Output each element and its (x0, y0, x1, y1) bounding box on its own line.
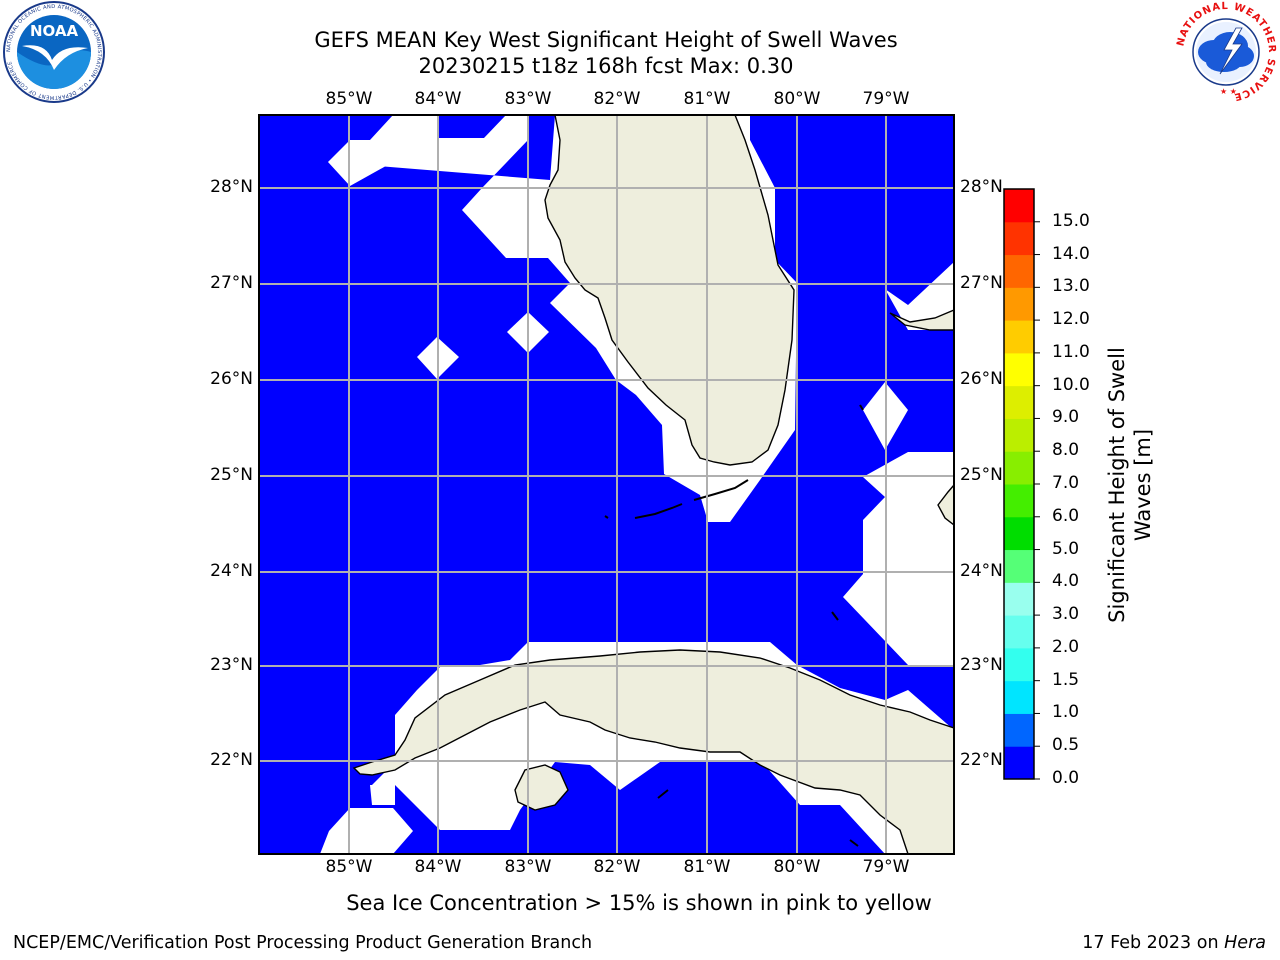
colorbar (1003, 188, 1040, 780)
colorbar-tick-label: 7.0 (1052, 473, 1080, 493)
lon-label-top: 82°W (593, 89, 641, 109)
lon-label-top: 85°W (325, 89, 373, 109)
colorbar-segment (1004, 320, 1034, 354)
colorbar-tick-label: 13.0 (1052, 276, 1090, 297)
colorbar-segment (1004, 254, 1034, 288)
map-subtitle: 20230215 t18z 168h fcst Max: 0.30 (418, 54, 794, 78)
florida-keys (604, 404, 864, 847)
colorbar-segment (1004, 352, 1034, 387)
colorbar-segment (1004, 713, 1034, 747)
colorbar-segment (1004, 418, 1034, 452)
bahamas-andros (937, 483, 954, 526)
footer-credit: NCEP/EMC/Verification Post Processing Pr… (13, 933, 593, 953)
colorbar-segment (1004, 287, 1034, 321)
lat-label-right: 28°N (960, 177, 1003, 197)
colorbar-tick-label: 10.0 (1052, 374, 1090, 395)
noaa-logo-icon: NATIONAL OCEANIC AND ATMOSPHERIC ADMINIS… (3, 1, 105, 103)
lon-label-bottom: 79°W (862, 857, 910, 877)
lat-label-left: 24°N (210, 561, 253, 581)
svg-text:NOAA: NOAA (30, 22, 79, 40)
colorbar-tick-label: 1.5 (1052, 669, 1080, 690)
colorbar-tick-label: 2.0 (1052, 636, 1080, 657)
colorbar-segment (1004, 549, 1034, 583)
colorbar-segment (1004, 746, 1034, 780)
lat-label-left: 22°N (210, 750, 253, 770)
colorbar-tick-label: 6.0 (1052, 505, 1080, 526)
colorbar-segment (1004, 189, 1034, 223)
svg-text:★ ★: ★ ★ (1220, 87, 1237, 96)
lon-label-top: 80°W (773, 89, 821, 109)
lat-label-right: 27°N (960, 273, 1003, 293)
lon-label-bottom: 82°W (593, 857, 641, 877)
colorbar-tick-label: 3.0 (1052, 604, 1080, 625)
sea-ice-note: Sea Ice Concentration > 15% is shown in … (346, 891, 932, 915)
lat-label-left: 25°N (210, 465, 253, 485)
colorbar-segment (1004, 451, 1034, 485)
colorbar-segment (1004, 484, 1034, 518)
lon-label-bottom: 80°W (773, 857, 821, 877)
nws-logo-icon: NATIONAL WEATHER SERVICE ★ ★ (1175, 1, 1276, 102)
lon-label-bottom: 84°W (414, 857, 462, 877)
lat-label-right: 25°N (960, 465, 1003, 485)
colorbar-tick-label: 0.5 (1052, 735, 1080, 756)
lat-label-right: 23°N (960, 655, 1003, 675)
colorbar-tick-label: 4.0 (1052, 571, 1080, 592)
lat-label-left: 26°N (210, 369, 253, 389)
lon-label-bottom: 85°W (325, 857, 373, 877)
colorbar-tick-label: 1.0 (1052, 702, 1080, 723)
colorbar-tick-label: 9.0 (1052, 407, 1080, 428)
cuba-land (352, 649, 954, 854)
colorbar-tick-label: 5.0 (1052, 538, 1080, 559)
florida-land (544, 115, 795, 466)
footer-machine: Hera (1224, 933, 1266, 953)
colorbar-segment (1004, 680, 1034, 714)
map-graticule (259, 115, 954, 854)
colorbar-segment (1004, 221, 1034, 256)
map-title: GEFS MEAN Key West Significant Height of… (314, 28, 898, 52)
lon-label-bottom: 83°W (504, 857, 552, 877)
lat-label-left: 27°N (210, 273, 253, 293)
map-frame (258, 114, 955, 855)
footer-date: 17 Feb 2023 on (1082, 933, 1219, 953)
lon-label-top: 81°W (683, 89, 731, 109)
lon-label-top: 83°W (504, 89, 552, 109)
lon-label-top: 84°W (414, 89, 462, 109)
lat-label-right: 22°N (960, 750, 1003, 770)
lat-label-right: 24°N (960, 561, 1003, 581)
colorbar-segment (1004, 582, 1034, 616)
lon-label-top: 79°W (862, 89, 910, 109)
lat-label-right: 26°N (960, 369, 1003, 389)
colorbar-tick-label: 0.0 (1052, 768, 1080, 788)
bahamas-grand-bahama (889, 309, 954, 331)
colorbar-segment (1004, 647, 1034, 682)
lon-label-bottom: 81°W (683, 857, 731, 877)
colorbar-segment (1004, 615, 1034, 649)
colorbar-tick-label: 12.0 (1052, 309, 1090, 330)
colorbar-tick-label: 11.0 (1052, 341, 1090, 362)
colorbar-segment (1004, 516, 1034, 551)
colorbar-tick-label: 8.0 (1052, 440, 1080, 461)
lat-label-left: 28°N (210, 177, 253, 197)
lat-label-left: 23°N (210, 655, 253, 675)
footer-timestamp: 17 Feb 2023 on Hera (1082, 933, 1266, 953)
colorbar-axis-label: Significant Height of Swell Waves [m] (1105, 347, 1155, 623)
colorbar-tick-label: 14.0 (1052, 243, 1090, 264)
colorbar-segment (1004, 385, 1034, 419)
colorbar-tick-label: 15.0 (1052, 210, 1090, 231)
